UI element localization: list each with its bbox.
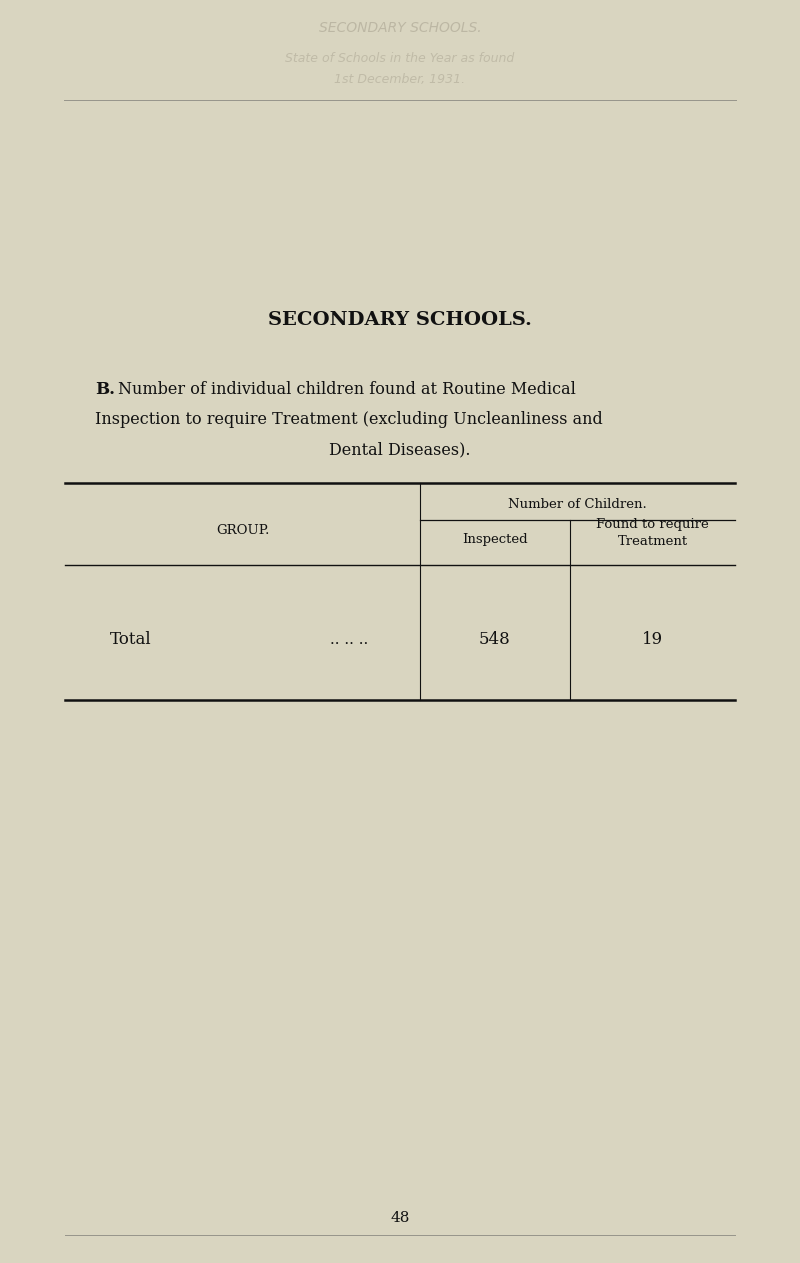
Text: State of Schools in the Year as found: State of Schools in the Year as found xyxy=(286,52,514,64)
Text: 548: 548 xyxy=(479,632,511,648)
Text: Number of Children.: Number of Children. xyxy=(508,499,647,512)
Text: 1st December, 1931.: 1st December, 1931. xyxy=(334,73,466,86)
Text: Dental Diseases).: Dental Diseases). xyxy=(330,442,470,458)
Text: Found to require
Treatment: Found to require Treatment xyxy=(596,518,709,548)
Text: Inspection to require Treatment (excluding Uncleanliness and: Inspection to require Treatment (excludi… xyxy=(95,412,602,428)
Text: Number of individual children found at Routine Medical: Number of individual children found at R… xyxy=(118,381,576,399)
Text: 48: 48 xyxy=(390,1211,410,1225)
Text: SECONDARY SCHOOLS.: SECONDARY SCHOOLS. xyxy=(318,21,482,35)
Text: B.: B. xyxy=(95,381,115,399)
Text: 19: 19 xyxy=(642,632,663,648)
Text: GROUP.: GROUP. xyxy=(216,523,269,537)
Text: SECONDARY SCHOOLS.: SECONDARY SCHOOLS. xyxy=(268,311,532,328)
Text: Total: Total xyxy=(110,632,152,648)
Text: Inspected: Inspected xyxy=(462,533,528,547)
Text: .. .. ..: .. .. .. xyxy=(330,633,368,647)
